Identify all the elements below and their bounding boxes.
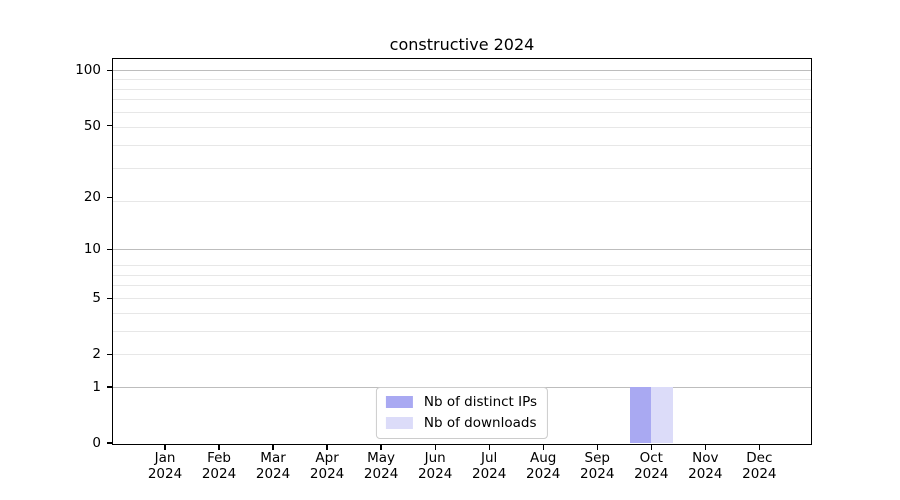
gridline-minor xyxy=(113,330,811,332)
gridline-minor xyxy=(113,312,811,314)
gridline-minor xyxy=(113,126,811,128)
y-tick-label: 2 xyxy=(92,346,101,363)
bar-distinct-ips xyxy=(629,387,652,443)
x-tick-mark xyxy=(218,445,220,451)
x-tick-label: Aug 2024 xyxy=(526,450,561,482)
x-tick-mark xyxy=(164,445,166,451)
legend-label-downloads: Nb of downloads xyxy=(423,415,537,431)
y-tick-label: 10 xyxy=(83,241,101,258)
y-tick-mark xyxy=(106,69,112,72)
legend-swatch-downloads xyxy=(385,416,413,430)
gridline-minor xyxy=(113,353,811,355)
y-tick-mark xyxy=(106,124,112,127)
gridline-major xyxy=(113,248,811,250)
gridline-minor xyxy=(113,144,811,146)
y-tick-label: 1 xyxy=(92,379,101,396)
x-tick-mark xyxy=(758,445,760,451)
x-tick-mark xyxy=(380,445,382,451)
bar-downloads xyxy=(651,387,673,443)
x-tick-label: Jan 2024 xyxy=(147,450,183,482)
legend-item-downloads: Nb of downloads xyxy=(385,415,537,431)
x-tick-label: May 2024 xyxy=(363,450,399,482)
x-tick-mark xyxy=(596,445,598,451)
x-tick-label: Apr 2024 xyxy=(309,450,345,482)
x-tick-label: Sep 2024 xyxy=(580,450,615,482)
x-tick-mark xyxy=(326,445,328,451)
y-tick-mark xyxy=(106,297,112,299)
gridline-minor xyxy=(113,99,811,101)
x-tick-mark xyxy=(542,445,544,451)
y-tick-label: 5 xyxy=(92,290,101,307)
x-tick-label: Feb 2024 xyxy=(201,450,237,482)
gridline-minor xyxy=(113,297,811,299)
gridline-minor xyxy=(113,167,811,169)
x-tick-mark xyxy=(488,445,490,451)
gridline-minor xyxy=(113,274,811,276)
legend-swatch-distinct-ips xyxy=(385,395,413,409)
x-tick-label: Jun 2024 xyxy=(417,450,453,482)
y-tick-mark xyxy=(106,196,112,198)
y-tick-mark xyxy=(106,353,112,355)
x-tick-mark xyxy=(704,445,706,451)
y-tick-label: 50 xyxy=(83,117,101,134)
gridline-minor xyxy=(113,79,811,81)
legend: Nb of distinct IPs Nb of downloads xyxy=(375,387,549,439)
gridline-minor xyxy=(113,265,811,267)
y-tick-label: 0 xyxy=(92,435,101,451)
x-tick-label: Nov 2024 xyxy=(688,450,723,482)
y-tick-mark xyxy=(106,248,112,251)
y-tick-mark xyxy=(106,442,112,444)
chart-title: constructive 2024 xyxy=(389,35,535,54)
plot-area: 0 1 2 5 10 20 50 100 Jan 2024 Feb 2024 Mar 2024 Apr… xyxy=(75,58,812,481)
gridline-minor xyxy=(113,200,811,202)
legend-label-distinct-ips: Nb of distinct IPs xyxy=(423,394,538,410)
x-tick-label: Dec 2024 xyxy=(742,450,777,482)
x-tick-label: Oct 2024 xyxy=(634,450,669,482)
x-tick-label: Mar 2024 xyxy=(255,450,291,482)
gridline-minor xyxy=(113,111,811,113)
y-tick-label: 20 xyxy=(83,189,101,206)
legend-item-distinct-ips: Nb of distinct IPs xyxy=(385,394,538,410)
x-tick-label: Jul 2024 xyxy=(471,450,507,482)
y-tick-label: 100 xyxy=(75,62,101,79)
x-tick-mark xyxy=(272,445,274,451)
y-tick-mark xyxy=(106,386,112,388)
gridline-major xyxy=(113,69,811,71)
gridline-minor xyxy=(113,88,811,90)
gridline-minor xyxy=(113,285,811,287)
x-tick-mark xyxy=(434,445,436,451)
x-tick-mark xyxy=(650,445,652,451)
